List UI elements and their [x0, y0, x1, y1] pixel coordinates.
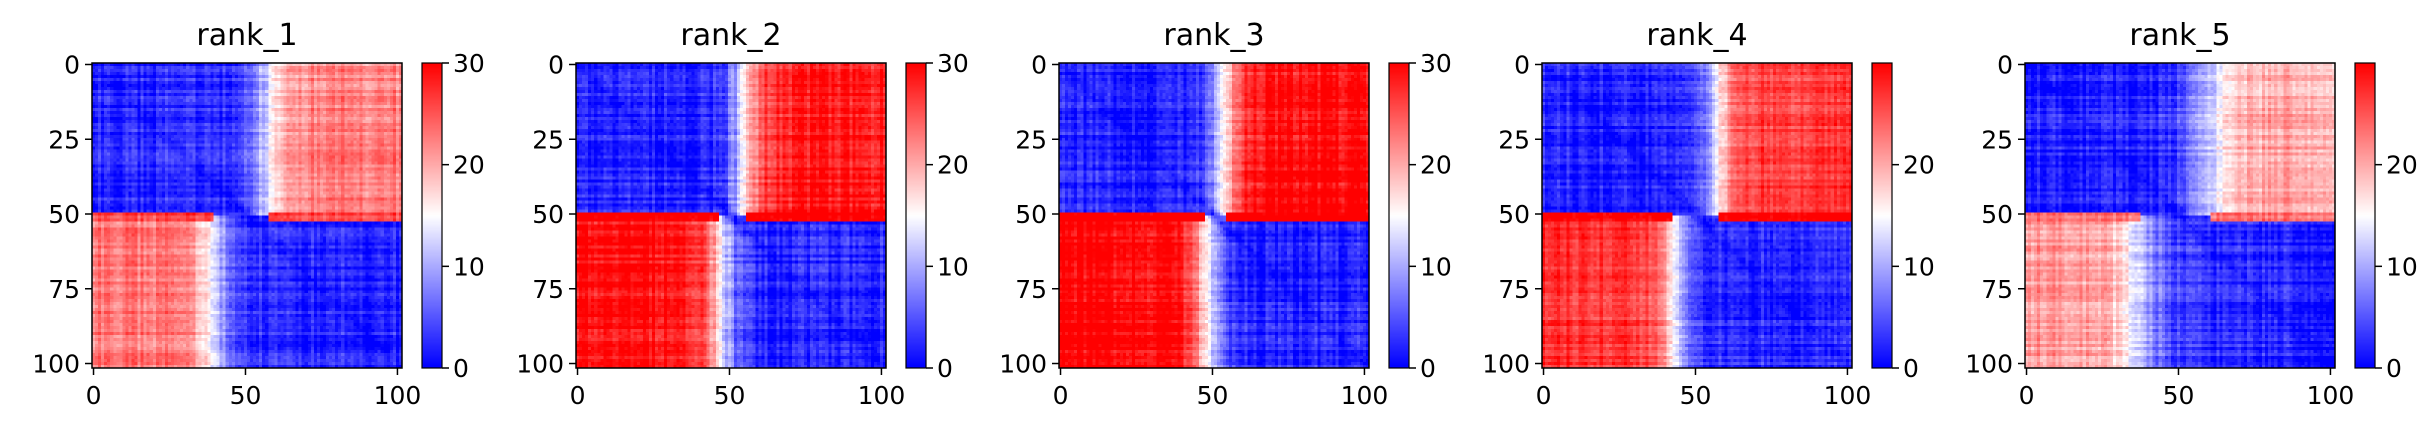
- colorbar-tick-label: 30: [937, 49, 969, 78]
- y-tick-label: 0: [64, 50, 80, 79]
- colorbar-tick-label: 0: [1420, 354, 1436, 383]
- plot-frame: [575, 62, 887, 369]
- heatmap-image: [92, 63, 402, 368]
- colorbar-tick-label: 0: [937, 354, 953, 383]
- x-tick-label: 50: [230, 381, 262, 410]
- colorbar-frame: [421, 62, 443, 369]
- colorbar-frame: [1871, 62, 1893, 369]
- y-tick-label: 75: [1015, 275, 1047, 304]
- y-tick-label: 25: [532, 125, 564, 154]
- y-tick-label: 75: [532, 275, 564, 304]
- colorbar-tick-label: 10: [453, 252, 485, 281]
- colorbar-tick-label: 30: [453, 49, 485, 78]
- y-tick-label: 25: [1498, 125, 1530, 154]
- plot-frame: [2024, 62, 2336, 369]
- panel-title: rank_4: [1646, 18, 1747, 53]
- x-tick-label: 50: [2163, 381, 2195, 410]
- x-tick-label: 0: [1053, 381, 1069, 410]
- x-tick-label: 0: [2019, 381, 2035, 410]
- x-tick-label: 0: [570, 381, 586, 410]
- y-tick-label: 100: [516, 350, 564, 379]
- colorbar: [906, 63, 926, 368]
- y-tick-label: 50: [532, 200, 564, 229]
- y-tick-label: 50: [1498, 200, 1530, 229]
- colorbar-frame: [2354, 62, 2376, 369]
- colorbar: [422, 63, 442, 368]
- plot-frame: [91, 62, 403, 369]
- x-tick-label: 100: [1824, 381, 1872, 410]
- y-tick-label: 100: [999, 350, 1047, 379]
- y-tick-label: 75: [1981, 275, 2013, 304]
- colorbar-frame: [905, 62, 927, 369]
- y-tick-label: 50: [48, 200, 80, 229]
- x-tick-label: 50: [714, 381, 746, 410]
- x-tick-label: 0: [86, 381, 102, 410]
- y-tick-label: 25: [1015, 125, 1047, 154]
- colorbar-tick-label: 10: [1903, 252, 1935, 281]
- heatmap-image: [576, 63, 886, 368]
- y-tick-label: 75: [48, 275, 80, 304]
- colorbar-tick-label: 20: [1903, 151, 1935, 180]
- heatmap-image: [1059, 63, 1369, 368]
- colorbar-frame: [1388, 62, 1410, 369]
- heatmap-image: [1542, 63, 1852, 368]
- x-tick-label: 100: [374, 381, 422, 410]
- y-tick-label: 25: [48, 125, 80, 154]
- colorbar-tick-label: 0: [2386, 354, 2402, 383]
- y-tick-label: 75: [1498, 275, 1530, 304]
- y-tick-label: 100: [1965, 350, 2013, 379]
- colorbar: [1872, 63, 1892, 368]
- colorbar-tick-label: 20: [937, 151, 969, 180]
- colorbar-tick-label: 0: [453, 354, 469, 383]
- heatmap-image: [2025, 63, 2335, 368]
- x-tick-label: 50: [1680, 381, 1712, 410]
- x-tick-label: 100: [858, 381, 906, 410]
- colorbar-tick-label: 0: [1903, 354, 1919, 383]
- x-tick-label: 100: [1341, 381, 1389, 410]
- y-tick-label: 50: [1981, 200, 2013, 229]
- colorbar-tick-label: 20: [2386, 151, 2418, 180]
- colorbar-tick-label: 10: [1420, 252, 1452, 281]
- colorbar-tick-label: 20: [1420, 151, 1452, 180]
- colorbar-tick-label: 10: [937, 252, 969, 281]
- panel-title: rank_3: [1163, 18, 1264, 53]
- colorbar: [2355, 63, 2375, 368]
- y-tick-label: 0: [1997, 50, 2013, 79]
- y-tick-label: 25: [1981, 125, 2013, 154]
- y-tick-label: 0: [548, 50, 564, 79]
- colorbar-tick-label: 10: [2386, 252, 2418, 281]
- y-tick-label: 50: [1015, 200, 1047, 229]
- y-tick-label: 100: [1482, 350, 1530, 379]
- panel-title: rank_5: [2129, 18, 2230, 53]
- x-tick-label: 50: [1197, 381, 1229, 410]
- panel-title: rank_2: [680, 18, 781, 53]
- colorbar: [1389, 63, 1409, 368]
- plot-frame: [1541, 62, 1853, 369]
- panel-title: rank_1: [196, 18, 297, 53]
- y-tick-label: 0: [1514, 50, 1530, 79]
- x-tick-label: 100: [2307, 381, 2355, 410]
- plot-frame: [1058, 62, 1370, 369]
- y-tick-label: 0: [1031, 50, 1047, 79]
- colorbar-tick-label: 30: [1420, 49, 1452, 78]
- y-tick-label: 100: [32, 350, 80, 379]
- x-tick-label: 0: [1536, 381, 1552, 410]
- colorbar-tick-label: 20: [453, 151, 485, 180]
